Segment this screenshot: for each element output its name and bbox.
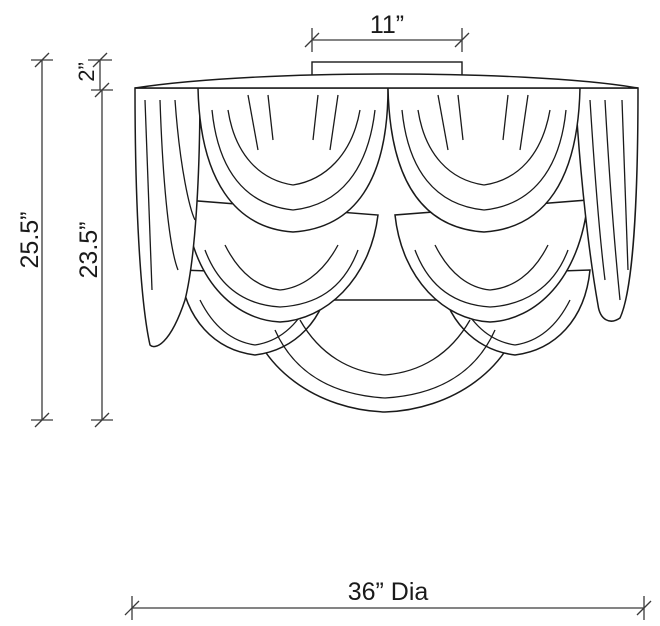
drape-top-left [197, 87, 389, 233]
drape-top-far-right [574, 87, 639, 322]
overall-height-label: 25.5” [16, 212, 44, 269]
canopy-height-dimension: 2” [74, 52, 112, 90]
drape-middle-left [184, 199, 379, 323]
chandelier-illustration [134, 61, 639, 413]
canopy-height-label: 2” [74, 62, 99, 82]
canopy-width-dimension: 11” [304, 11, 470, 52]
diameter-dimension: 36” Dia [124, 578, 652, 620]
diameter-label: 36” Dia [348, 578, 429, 606]
body-height-label: 23.5” [75, 222, 103, 279]
drape-top-right [387, 87, 581, 233]
overall-height-dimension: 25.5” [16, 52, 53, 428]
body-height-dimension: 23.5” [75, 82, 113, 428]
drape-middle-right [394, 199, 589, 323]
canopy-width-label: 11” [370, 11, 404, 39]
top-rim [134, 73, 639, 89]
